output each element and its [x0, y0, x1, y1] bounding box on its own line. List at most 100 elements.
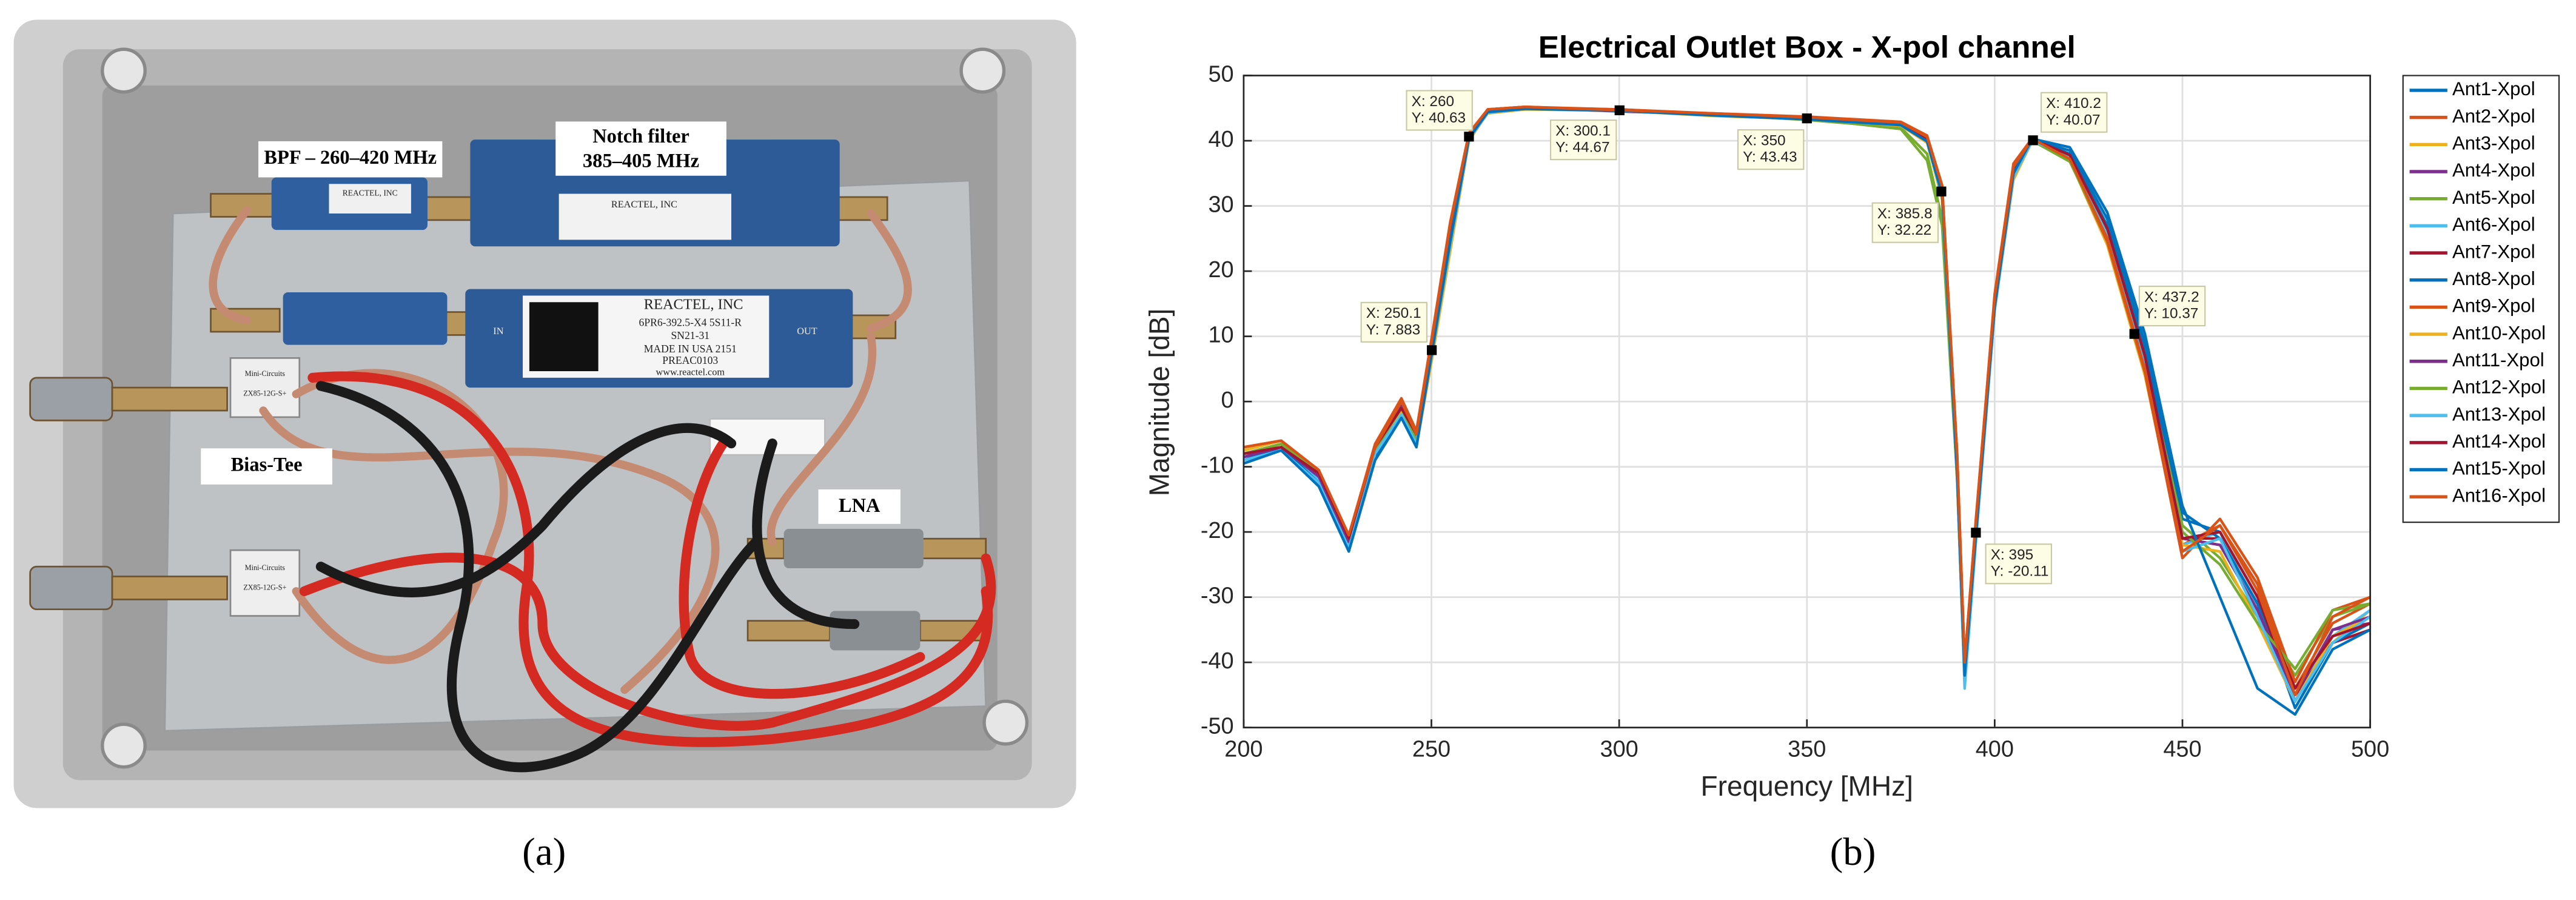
datatip-text: X: 410.2	[2046, 95, 2101, 112]
series-line	[1243, 106, 2371, 697]
y-tick-label: -50	[1201, 714, 1234, 739]
bpf-label-plate	[329, 184, 411, 214]
legend-label: Ant9-Xpol	[2452, 295, 2535, 317]
legend-label: Ant13-Xpol	[2452, 403, 2546, 425]
x-tick-label: 200	[1224, 737, 1263, 762]
datatip-marker	[1971, 528, 1981, 538]
datatip-box	[1871, 202, 1939, 243]
device-text: SN21-31	[671, 329, 710, 341]
datatip-marker	[2129, 329, 2139, 339]
callout-label: BPF – 260–420 MHz	[264, 147, 437, 169]
legend-label: Ant4-Xpol	[2452, 160, 2535, 181]
callout-label: Notch filter	[592, 126, 689, 147]
device-text: MADE IN USA 2151	[644, 343, 737, 355]
datatip-text: Y: 43.43	[1743, 149, 1797, 166]
callout-box	[555, 121, 726, 176]
caption: (a)	[522, 830, 566, 874]
datatip-box	[1360, 301, 1428, 343]
y-tick-label: 30	[1208, 192, 1233, 218]
datatip-box	[1549, 119, 1617, 161]
datatip-text: X: 250.1	[1366, 305, 1421, 321]
legend-label: Ant1-Xpol	[2452, 78, 2535, 99]
x-tick-label: 350	[1788, 737, 1826, 762]
y-tick-label: -30	[1201, 583, 1234, 609]
y-tick-label: -10	[1201, 453, 1234, 479]
device-text: REACTEL, INC	[644, 296, 743, 312]
device-text: ZX85-12G-S+	[243, 389, 286, 398]
legend-label: Ant3-Xpol	[2452, 133, 2535, 154]
screws	[101, 47, 1029, 769]
device-text: PREAC0103	[662, 354, 718, 366]
logo	[529, 302, 599, 372]
caption: (b)	[1830, 830, 1876, 874]
device-text: REACTEL, INC	[611, 199, 677, 210]
datatip-box	[1985, 543, 2053, 585]
device-text: www.reactel.com	[656, 366, 725, 377]
legend-box	[2402, 75, 2560, 523]
x-tick-label: 450	[2163, 737, 2201, 762]
legend-label: Ant5-Xpol	[2452, 187, 2535, 208]
datatip-marker	[1802, 113, 1812, 124]
x-tick-label: 250	[1412, 737, 1451, 762]
x-tick-label: 500	[2351, 737, 2389, 762]
datatip-text: X: 350	[1743, 133, 1785, 149]
legend-label: Ant14-Xpol	[2452, 431, 2546, 452]
y-tick-label: -20	[1201, 518, 1234, 543]
datatip-marker	[1936, 186, 1947, 196]
legend-label: Ant8-Xpol	[2452, 268, 2535, 289]
bpf-filter-2	[283, 292, 448, 345]
callout-label: LNA	[839, 495, 880, 517]
bias-tee-2	[229, 549, 301, 617]
legend-label: Ant15-Xpol	[2452, 458, 2546, 479]
connectors	[29, 193, 987, 642]
datatip-text: X: 260	[1412, 93, 1454, 110]
datatip-text: Y: 40.63	[1412, 110, 1466, 126]
photo: REACTEL, INC REACTEL, INC REACTEL, INC 6…	[13, 19, 1076, 808]
datatip-text: X: 385.8	[1877, 206, 1933, 222]
datatip-box	[1406, 90, 1473, 131]
y-tick-label: 50	[1208, 62, 1233, 87]
series-line	[1243, 107, 2371, 716]
device-text: 6PR6-392.5-X4 5S11-R	[639, 317, 742, 329]
y-tick-label: -40	[1201, 648, 1234, 674]
x-tick-label: 400	[1976, 737, 2014, 762]
legend-label: Ant11-Xpol	[2452, 349, 2544, 371]
datatip-marker	[2028, 135, 2038, 146]
device-text: OUT	[797, 326, 817, 337]
callout-box	[818, 489, 901, 524]
legend-label: Ant10-Xpol	[2452, 322, 2546, 343]
datatip-text: Y: 10.37	[2144, 306, 2198, 322]
lna-1	[783, 528, 924, 568]
axes-box	[1243, 75, 2371, 729]
callout-box	[258, 141, 443, 178]
legend-label: Ant12-Xpol	[2452, 377, 2546, 398]
y-tick-label: 10	[1208, 323, 1233, 348]
chart-title: Electrical Outlet Box - X-pol channel	[1538, 29, 2076, 64]
datatip-text: X: 395	[1991, 547, 2033, 563]
x-axis-label: Frequency [MHz]	[1701, 770, 1913, 802]
datatip-marker	[1426, 345, 1437, 355]
legend-label: Ant16-Xpol	[2452, 485, 2546, 506]
datatip-box	[2040, 92, 2108, 133]
callout-label: Bias-Tee	[231, 454, 303, 476]
legend-label: Ant7-Xpol	[2452, 241, 2535, 262]
y-axis-label: Magnitude [dB]	[1144, 309, 1175, 497]
datatip-box	[2138, 286, 2206, 327]
chart: Electrical Outlet Box - X-pol channel Fr…	[1144, 29, 2560, 802]
datatip-marker	[1614, 105, 1625, 115]
datatip-text: Y: 44.67	[1555, 139, 1609, 156]
datatip-text: Y: -20.11	[1991, 563, 2049, 580]
device-text: Mini-Circuits	[245, 563, 286, 572]
notch-label-plate	[558, 193, 731, 240]
x-tick-label: 300	[1600, 737, 1638, 762]
y-tick-label: 40	[1208, 127, 1233, 152]
device-text: REACTEL, INC REACTEL, INC REACTEL, INC 6…	[243, 189, 817, 592]
device-text: REACTEL, INC	[343, 189, 398, 198]
datatip-text: Y: 32.22	[1877, 222, 1931, 238]
datatip-text: X: 300.1	[1555, 123, 1611, 139]
legend-label: Ant6-Xpol	[2452, 214, 2535, 235]
y-tick-label: 0	[1221, 388, 1234, 413]
callout-box	[201, 448, 332, 485]
device-text: ZX85-12G-S+	[243, 583, 286, 591]
